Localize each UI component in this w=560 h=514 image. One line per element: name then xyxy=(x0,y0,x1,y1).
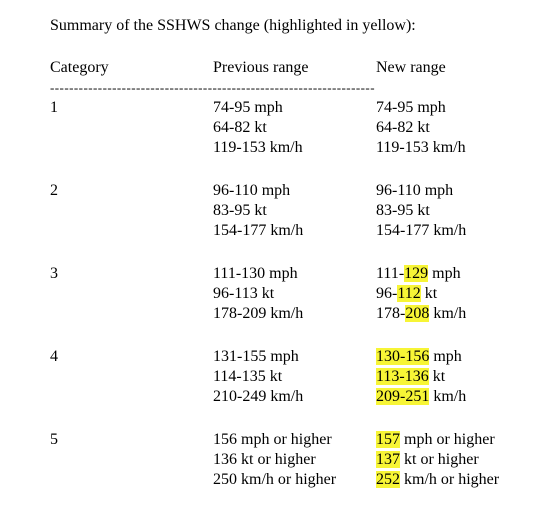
new-range: 178-208 km/h xyxy=(376,304,466,324)
category: 2 xyxy=(50,182,58,199)
text: mph xyxy=(428,265,461,282)
previous-range: 136 kt or higher xyxy=(213,451,316,468)
text: mph or higher xyxy=(400,431,495,448)
new-range: 96-112 kt xyxy=(376,284,437,304)
highlighted-text: 113-136 xyxy=(376,368,429,385)
previous-range: 83-95 kt xyxy=(213,202,267,219)
new-range: 119-153 km/h xyxy=(376,138,466,158)
new-range: 96-110 mph xyxy=(376,181,453,201)
previous-range: 111-130 mph xyxy=(213,265,298,282)
previous-range: 154-177 km/h xyxy=(213,222,304,239)
previous-range: 96-110 mph xyxy=(213,182,291,199)
text: kt xyxy=(420,285,438,302)
text: 154-177 km/h xyxy=(376,222,467,239)
category: 5 xyxy=(50,431,58,448)
highlighted-text: 130-156 xyxy=(376,348,430,365)
text: km/h xyxy=(429,388,467,405)
text: kt or higher xyxy=(400,451,479,468)
header: Previous range xyxy=(213,59,309,76)
new-range: 209-251 km/h xyxy=(376,387,466,407)
category: 1 xyxy=(50,99,58,116)
new-range: 137 kt or higher xyxy=(376,450,479,470)
previous-range: 156 mph or higher xyxy=(213,431,332,448)
highlighted-text: 157 xyxy=(376,431,400,448)
text: 96-110 mph xyxy=(376,182,454,199)
new-range: 154-177 km/h xyxy=(376,221,466,241)
text: mph xyxy=(429,348,462,365)
previous-range: 74-95 mph xyxy=(213,99,283,116)
previous-range: 96-113 kt xyxy=(213,285,275,302)
text: 178- xyxy=(376,305,406,322)
new-range: 130-156 mph xyxy=(376,347,462,367)
highlighted-text: 252 xyxy=(376,471,400,488)
previous-range: 119-153 km/h xyxy=(213,139,303,156)
text: km/h xyxy=(429,305,467,322)
previous-range: 114-135 kt xyxy=(213,368,283,385)
text: km/h or higher xyxy=(400,471,500,488)
new-range: 64-82 kt xyxy=(376,118,430,138)
header: Category xyxy=(50,59,109,76)
separator: ----------------------------------------… xyxy=(50,80,375,95)
header: New range xyxy=(376,59,446,76)
category: 4 xyxy=(50,348,58,365)
text: 111- xyxy=(376,265,405,282)
previous-range: 178-209 km/h xyxy=(213,305,304,322)
text: 96- xyxy=(376,285,398,302)
previous-range: 250 km/h or higher xyxy=(213,471,337,488)
highlighted-text: 137 xyxy=(376,451,400,468)
category: 3 xyxy=(50,265,58,282)
text: 83-95 kt xyxy=(376,202,430,219)
previous-range: 210-249 km/h xyxy=(213,388,304,405)
text: kt xyxy=(428,368,446,385)
highlighted-text: 209-251 xyxy=(376,388,430,405)
text: 74-95 mph xyxy=(376,99,446,116)
new-range: 74-95 mph xyxy=(376,98,446,118)
new-range: 113-136 kt xyxy=(376,367,445,387)
new-range: 111-129 mph xyxy=(376,264,461,284)
highlighted-text: 129 xyxy=(404,265,429,282)
previous-range: 131-155 mph xyxy=(213,348,299,365)
previous-range: 64-82 kt xyxy=(213,119,267,136)
new-range: 252 km/h or higher xyxy=(376,470,499,490)
highlighted-text: 208 xyxy=(405,305,430,322)
highlighted-text: 112 xyxy=(397,285,421,302)
text: 64-82 kt xyxy=(376,119,430,136)
title: Summary of the SSHWS change (highlighted… xyxy=(50,17,416,34)
new-range: 157 mph or higher xyxy=(376,430,495,450)
new-range: 83-95 kt xyxy=(376,201,430,221)
text: 119-153 km/h xyxy=(376,139,466,156)
